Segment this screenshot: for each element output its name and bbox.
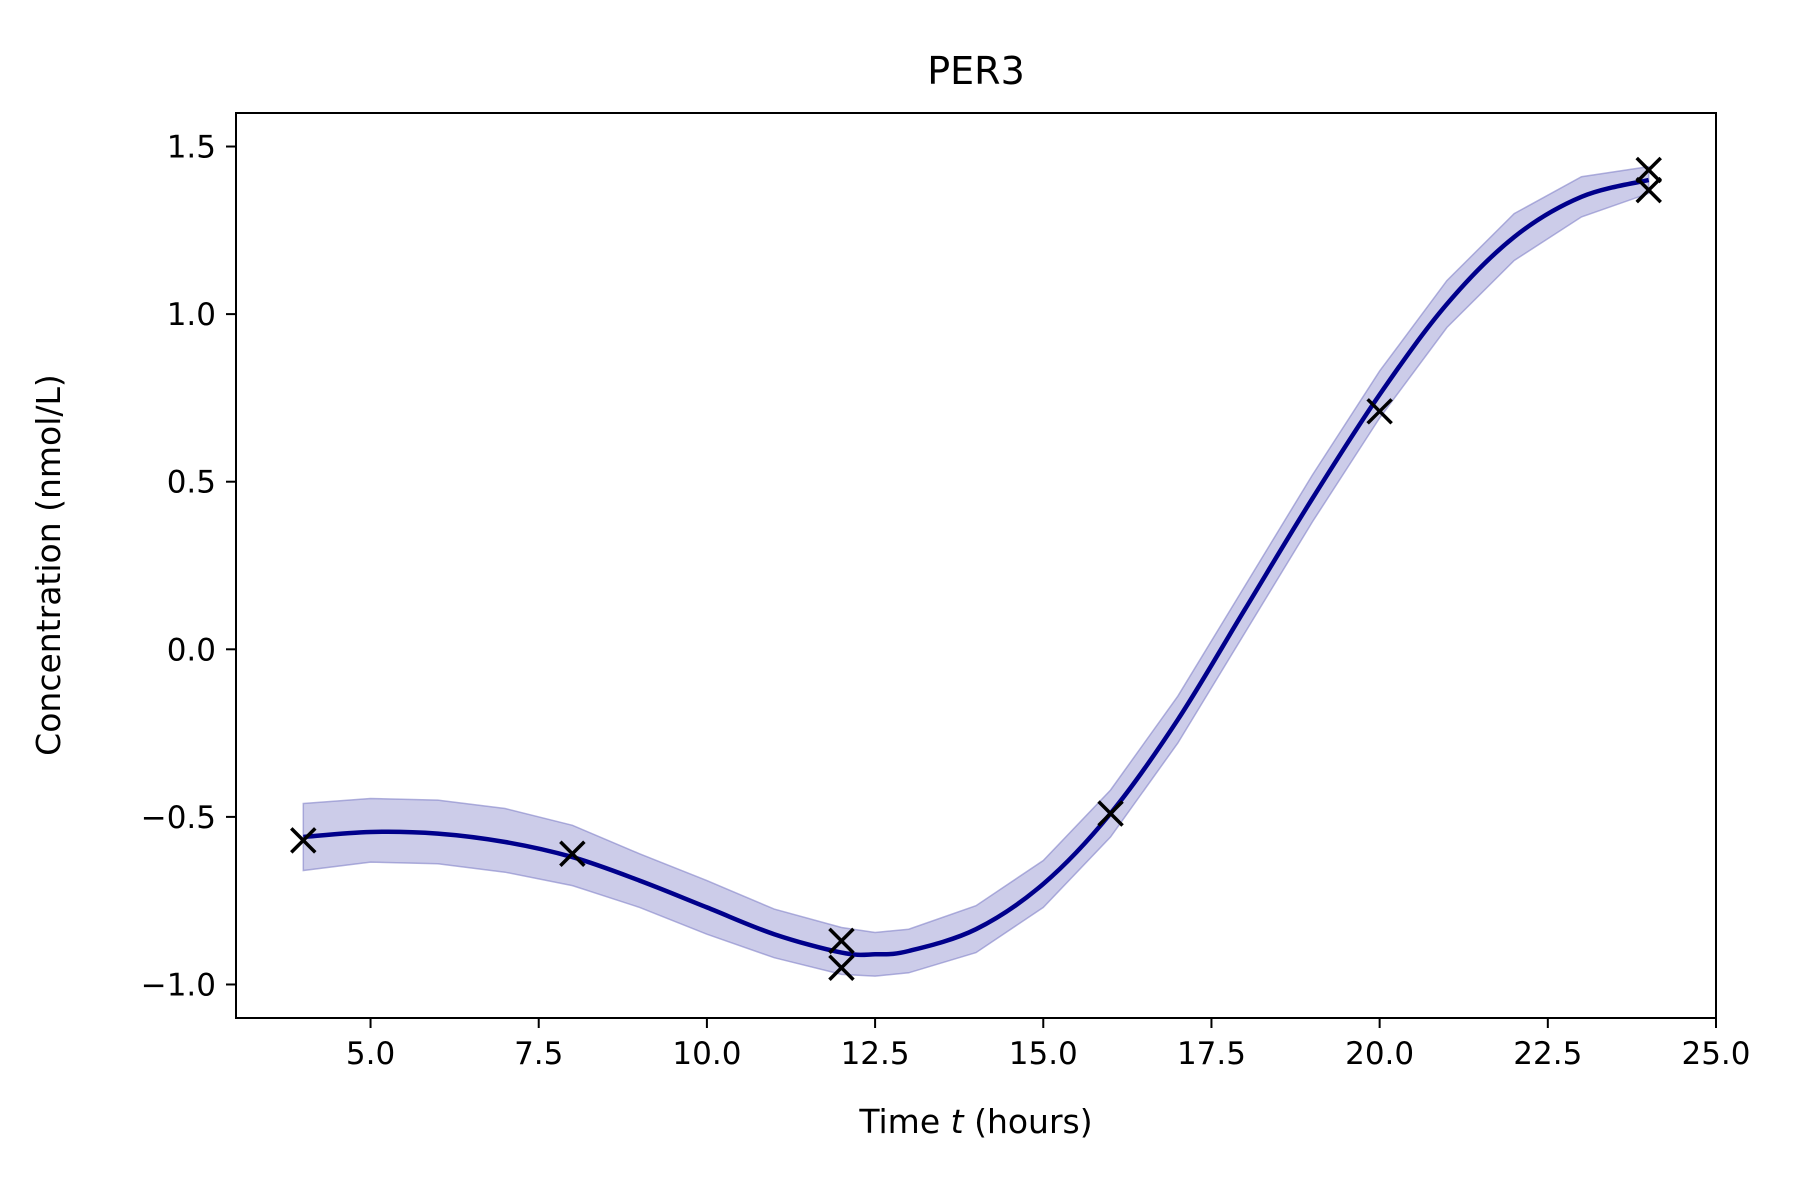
observation-marker: [290, 827, 317, 854]
axes-frame: [235, 112, 1717, 1019]
y-tick-label: 1.5: [167, 130, 216, 166]
y-tick-label: −0.5: [141, 800, 216, 836]
observation-marker: [1635, 156, 1662, 184]
observation-marker: [559, 840, 586, 867]
x-axis: 5.0 7.5 10.0 12.5 15.0 17.5 20.0 22.5 25.0: [346, 1018, 1751, 1072]
confidence-band: [302, 165, 1650, 977]
x-axis-label-suffix: (hours): [964, 1102, 1093, 1141]
x-tick-label: 25.0: [1681, 1036, 1750, 1072]
y-tick-label: 1.0: [167, 297, 216, 333]
y-axis-label: Concentration (nmol/L): [29, 374, 68, 756]
x-tick-label: 7.5: [514, 1036, 563, 1072]
x-tick-label: 22.5: [1513, 1036, 1582, 1072]
x-axis-label: Time t (hours): [858, 1102, 1092, 1141]
y-tick-label: 0.5: [167, 465, 216, 501]
observation-marker: [1097, 800, 1124, 827]
observation-marker: [1635, 176, 1662, 204]
x-tick-label: 12.5: [841, 1036, 910, 1072]
plot-area: [290, 156, 1662, 981]
y-axis: −1.0 −0.5 0.0 0.5 1.0 1.5: [141, 130, 236, 1003]
x-tick-label: 20.0: [1345, 1036, 1414, 1072]
y-tick-label: −1.0: [141, 967, 216, 1003]
x-axis-label-prefix: Time: [858, 1102, 950, 1141]
observation-marker: [828, 954, 855, 981]
y-tick-label: 0.0: [167, 632, 216, 668]
x-tick-label: 15.0: [1009, 1036, 1078, 1072]
fit-line: [303, 177, 1650, 958]
x-tick-label: 17.5: [1177, 1036, 1246, 1072]
observation-marker: [828, 927, 855, 955]
observation-marker: [1366, 398, 1393, 425]
chart-title: PER3: [927, 49, 1025, 93]
x-tick-label: 5.0: [346, 1036, 395, 1072]
x-axis-label-variable: t: [951, 1102, 965, 1141]
x-tick-label: 10.0: [672, 1036, 741, 1072]
